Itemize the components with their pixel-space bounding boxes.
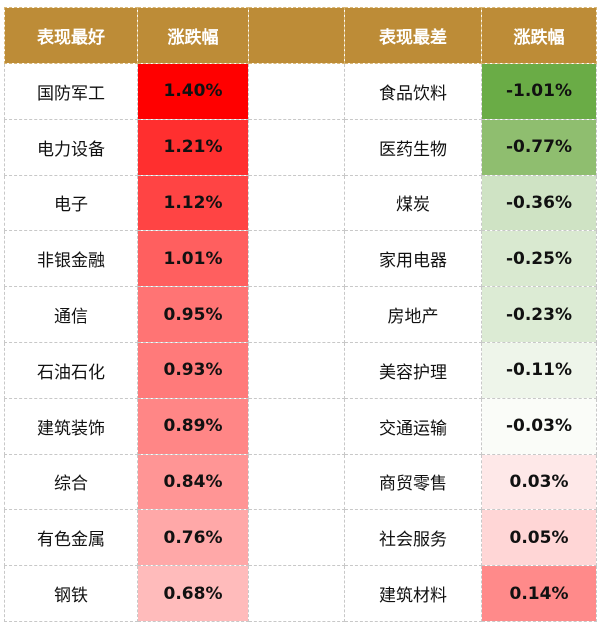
worst-industry-change: -0.03% <box>481 397 597 455</box>
worst-industry-change: -0.25% <box>481 230 597 288</box>
best-industry-change: 0.93% <box>137 341 249 399</box>
table-row: 国防军工 1.40% 食品饮料 -1.01% <box>4 63 597 120</box>
table-row: 有色金属 0.76% 社会服务 0.05% <box>4 509 597 567</box>
spacer-cell <box>248 453 345 511</box>
best-industry-name: 综合 <box>4 453 138 511</box>
worst-industry-name: 建筑材料 <box>344 565 482 622</box>
worst-industry-change: 0.03% <box>481 453 597 511</box>
worst-industry-name: 煤炭 <box>344 174 482 232</box>
table-row: 电子 1.12% 煤炭 -0.36% <box>4 174 597 232</box>
table-row: 非银金融 1.01% 家用电器 -0.25% <box>4 230 597 288</box>
worst-industry-change: -0.36% <box>481 174 597 232</box>
best-industry-change: 1.21% <box>137 118 249 176</box>
best-industry-change: 0.89% <box>137 397 249 455</box>
best-industry-change: 1.01% <box>137 230 249 288</box>
best-industry-change: 0.68% <box>137 565 249 622</box>
table-row: 通信 0.95% 房地产 -0.23% <box>4 286 597 343</box>
best-industry-change: 0.95% <box>137 286 249 343</box>
header-spacer <box>248 7 345 64</box>
spacer-cell <box>248 509 345 567</box>
worst-industry-name: 美容护理 <box>344 341 482 399</box>
spacer-cell <box>248 174 345 232</box>
best-industry-change: 0.76% <box>137 509 249 567</box>
worst-industry-name: 房地产 <box>344 286 482 343</box>
spacer-cell <box>248 230 345 288</box>
best-industry-name: 非银金融 <box>4 230 138 288</box>
worst-industry-change: -1.01% <box>481 63 597 120</box>
table-row: 建筑装饰 0.89% 交通运输 -0.03% <box>4 397 597 455</box>
spacer-cell <box>248 286 345 343</box>
spacer-cell <box>248 397 345 455</box>
best-performers-header: 表现最好 <box>4 7 138 64</box>
best-industry-change: 1.40% <box>137 63 249 120</box>
spacer-cell <box>248 63 345 120</box>
worst-industry-name: 医药生物 <box>344 118 482 176</box>
spacer-cell <box>248 341 345 399</box>
worst-industry-name: 商贸零售 <box>344 453 482 511</box>
best-industry-change: 1.12% <box>137 174 249 232</box>
best-industry-name: 有色金属 <box>4 509 138 567</box>
best-industry-name: 钢铁 <box>4 565 138 622</box>
table-row: 电力设备 1.21% 医药生物 -0.77% <box>4 118 597 176</box>
worst-industry-change: -0.11% <box>481 341 597 399</box>
worst-change-header: 涨跌幅 <box>481 7 597 64</box>
spacer-cell <box>248 118 345 176</box>
best-industry-name: 电力设备 <box>4 118 138 176</box>
worst-industry-change: -0.77% <box>481 118 597 176</box>
best-industry-name: 石油石化 <box>4 341 138 399</box>
table-row: 综合 0.84% 商贸零售 0.03% <box>4 453 597 511</box>
worst-industry-change: 0.05% <box>481 509 597 567</box>
table-row: 石油石化 0.93% 美容护理 -0.11% <box>4 341 597 399</box>
table-row: 钢铁 0.68% 建筑材料 0.14% <box>4 565 597 622</box>
best-industry-name: 电子 <box>4 174 138 232</box>
worst-industry-change: -0.23% <box>481 286 597 343</box>
spacer-cell <box>248 565 345 622</box>
best-industry-name: 通信 <box>4 286 138 343</box>
best-industry-change: 0.84% <box>137 453 249 511</box>
worst-industry-name: 食品饮料 <box>344 63 482 120</box>
worst-performers-header: 表现最差 <box>344 7 482 64</box>
best-industry-name: 国防军工 <box>4 63 138 120</box>
worst-industry-name: 交通运输 <box>344 397 482 455</box>
industry-performance-table: 表现最好 涨跌幅 表现最差 涨跌幅 国防军工 1.40% 食品饮料 -1.01%… <box>4 7 597 622</box>
worst-industry-change: 0.14% <box>481 565 597 622</box>
worst-industry-name: 社会服务 <box>344 509 482 567</box>
worst-industry-name: 家用电器 <box>344 230 482 288</box>
header-row: 表现最好 涨跌幅 表现最差 涨跌幅 <box>4 7 597 64</box>
best-industry-name: 建筑装饰 <box>4 397 138 455</box>
best-change-header: 涨跌幅 <box>137 7 249 64</box>
